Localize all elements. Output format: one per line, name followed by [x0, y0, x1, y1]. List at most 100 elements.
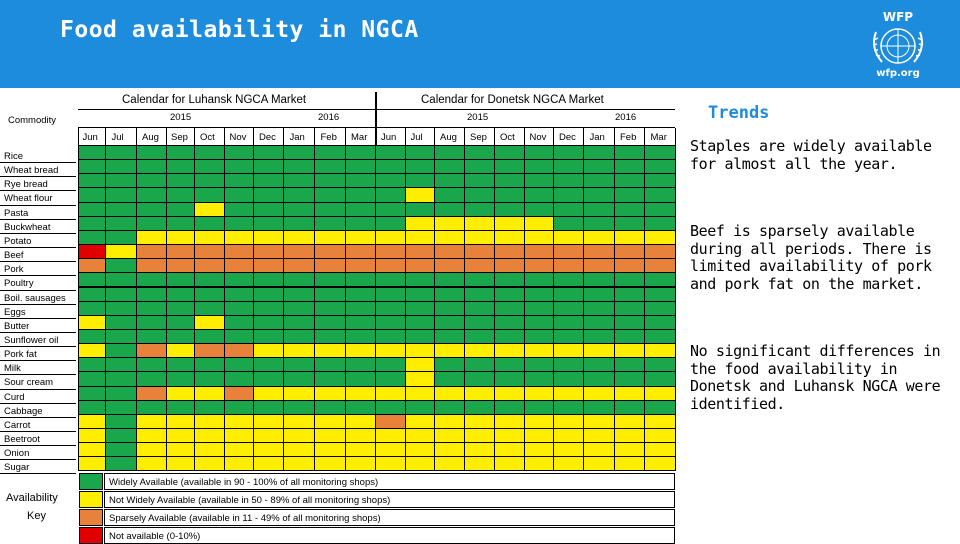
availability-cell: [78, 187, 106, 203]
availability-cell: [78, 385, 106, 401]
availability-cell: [434, 442, 465, 458]
availability-cell: [136, 385, 167, 401]
availability-cell: [314, 399, 346, 415]
availability-cell: [583, 413, 615, 429]
availability-cell: [345, 428, 376, 444]
commodity-row-rule: [0, 317, 76, 319]
availability-cell: [405, 343, 435, 359]
availability-cell: [434, 300, 465, 316]
commodity-label: Potato: [4, 235, 32, 247]
availability-cell: [194, 215, 225, 231]
header-bar: Food availability in NGCA WFP wfp.org: [0, 0, 960, 88]
key-label-line1: Availability: [6, 492, 58, 504]
availability-cell: [464, 159, 495, 175]
availability-cell: [494, 258, 525, 274]
availability-cell: [314, 328, 346, 345]
availability-cell: [434, 258, 465, 274]
availability-cell: [553, 343, 584, 359]
availability-cell: [553, 187, 584, 203]
availability-cell: [405, 286, 435, 302]
luhansk-calendar-title: Calendar for Luhansk NGCA Market: [122, 94, 307, 106]
month-separator: [644, 128, 645, 145]
availability-cell: [553, 456, 584, 472]
availability-cell: [166, 343, 195, 359]
commodity-label: Boil. sausages: [4, 292, 66, 304]
commodity-label: Pork: [4, 264, 24, 276]
availability-cell: [224, 442, 254, 458]
availability-cell: [464, 173, 495, 189]
availability-cell: [524, 272, 554, 288]
availability-cell: [583, 300, 615, 316]
availability-cell: [345, 385, 376, 401]
trends-title: Trends: [708, 103, 770, 123]
availability-cell: [253, 201, 284, 217]
availability-cell: [375, 272, 406, 288]
availability-cell: [614, 215, 645, 231]
availability-cell: [644, 286, 676, 302]
availability-cell: [345, 229, 376, 246]
availability-cell: [136, 456, 167, 472]
availability-cell: [166, 145, 195, 161]
availability-cell: [405, 244, 435, 260]
availability-cell: [253, 244, 284, 260]
availability-cell: [494, 159, 525, 175]
availability-cell: [253, 215, 284, 231]
availability-cell: [136, 173, 167, 189]
availability-cell: [345, 343, 376, 359]
availability-cell: [614, 456, 645, 472]
availability-cell: [494, 187, 525, 203]
availability-cell: [464, 187, 495, 203]
availability-cell: [375, 244, 406, 260]
commodity-row-rule: [0, 176, 76, 178]
availability-cell: [136, 286, 167, 302]
availability-cell: [224, 456, 254, 472]
availability-cell: [524, 385, 554, 401]
key-description: Not Widely Available (available in 50 - …: [109, 495, 391, 506]
availability-cell: [553, 385, 584, 401]
availability-cell: [166, 272, 195, 288]
availability-cell: [644, 442, 676, 458]
availability-cell: [314, 201, 346, 217]
availability-cell: [434, 399, 465, 415]
availability-cell: [78, 145, 106, 161]
availability-cell: [375, 385, 406, 401]
availability-cell: [375, 314, 406, 330]
availability-cell: [224, 286, 254, 302]
availability-cell: [494, 244, 525, 260]
availability-cell: [434, 201, 465, 217]
availability-cell: [375, 343, 406, 359]
commodity-row-rule: [0, 360, 76, 362]
availability-cell: [78, 244, 106, 260]
availability-cell: [644, 187, 676, 203]
availability-cell: [405, 413, 435, 429]
availability-cell: [105, 328, 137, 345]
commodity-label: Sugar: [4, 462, 30, 474]
commodity-row-rule: [0, 261, 76, 263]
availability-cell: [494, 173, 525, 189]
key-description-box: Sparsely Available (available in 11 - 49…: [104, 509, 675, 526]
availability-cell: [224, 385, 254, 401]
availability-cell: [494, 456, 525, 472]
availability-cell: [194, 314, 225, 330]
month-separator: [194, 128, 195, 145]
availability-cell: [553, 399, 584, 415]
availability-cell: [314, 442, 346, 458]
availability-cell: [224, 371, 254, 387]
availability-cell: [494, 413, 525, 429]
availability-cell: [314, 413, 346, 429]
availability-cell: [345, 187, 376, 203]
availability-cell: [644, 173, 676, 189]
availability-cell: [614, 413, 645, 429]
availability-cell: [166, 300, 195, 316]
availability-cell: [166, 215, 195, 231]
availability-cell: [194, 159, 225, 175]
availability-cell: [253, 258, 284, 274]
availability-cell: [78, 399, 106, 415]
availability-cell: [194, 442, 225, 458]
availability-cell: [78, 357, 106, 373]
availability-cell: [524, 173, 554, 189]
key-description-box: Widely Available (available in 90 - 100%…: [104, 473, 675, 490]
availability-cell: [375, 258, 406, 274]
availability-cell: [78, 314, 106, 330]
availability-cell: [464, 244, 495, 260]
